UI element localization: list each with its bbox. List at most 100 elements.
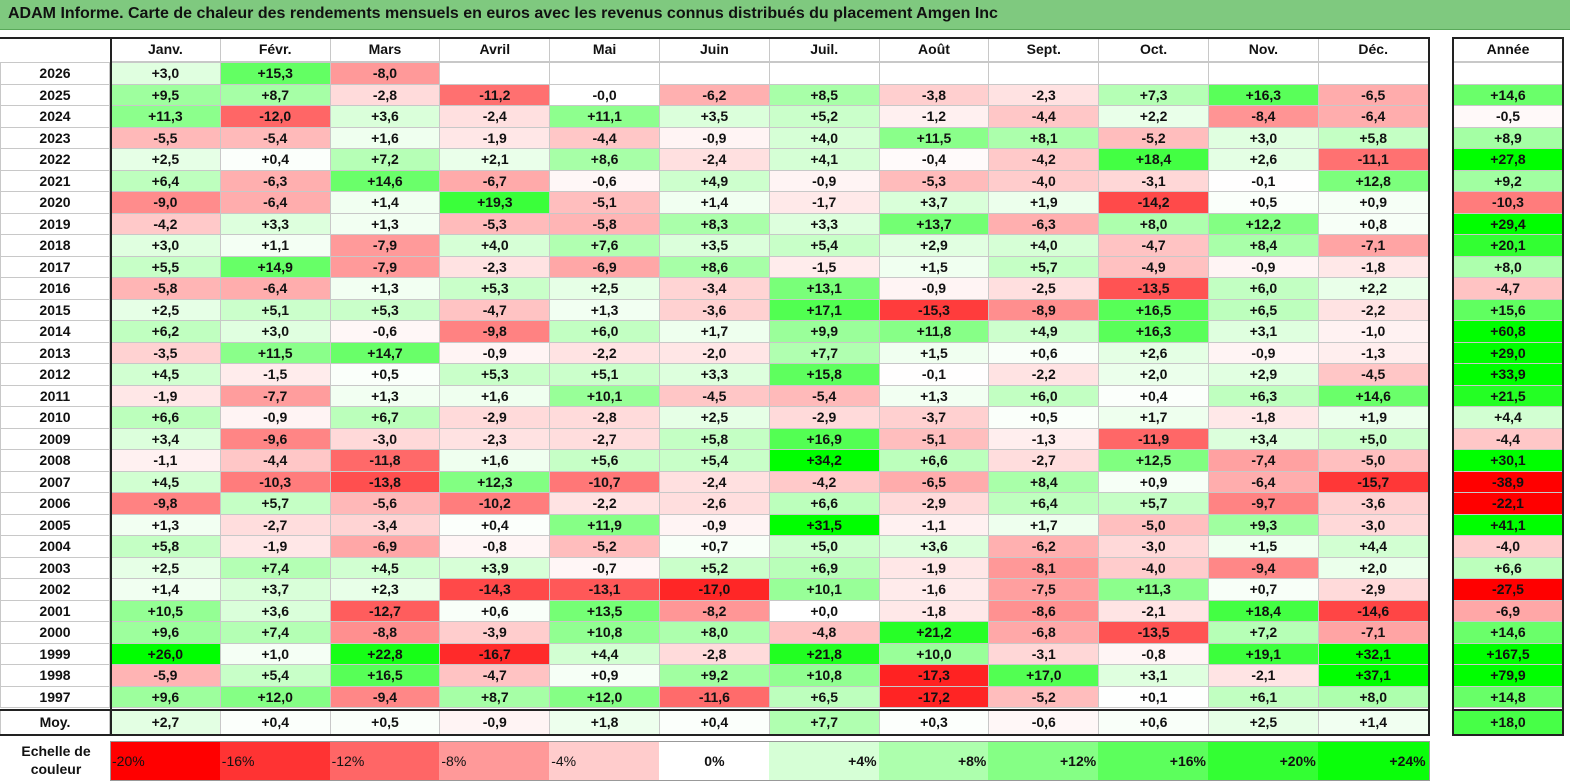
heatmap-cell: +0,5 bbox=[988, 406, 1100, 429]
heatmap-cell: -2,9 bbox=[439, 406, 551, 429]
heatmap-cell: +37,1 bbox=[1317, 664, 1429, 687]
heatmap-cell: -2,5 bbox=[988, 277, 1100, 300]
heatmap-cell: -5,6 bbox=[329, 492, 441, 515]
heatmap-cell: -2,4 bbox=[439, 105, 551, 128]
heatmap-cell: -2,4 bbox=[659, 470, 770, 493]
heatmap-cell: -2,2 bbox=[549, 492, 660, 515]
heatmap-cell: +6,0 bbox=[549, 320, 660, 343]
row-year-label: 2014 bbox=[0, 320, 110, 343]
heatmap-cell: +5,4 bbox=[219, 664, 331, 687]
heatmap-cell bbox=[1098, 62, 1209, 85]
heatmap-cell: +6,4 bbox=[988, 492, 1100, 515]
heatmap-cell: +0,9 bbox=[1098, 470, 1209, 493]
heatmap-cell: -7,1 bbox=[1317, 621, 1429, 644]
heatmap-cell: +5,2 bbox=[659, 556, 770, 579]
month-header: Juin bbox=[659, 37, 770, 62]
heatmap-cell bbox=[1208, 62, 1319, 85]
heatmap-cell: -0,9 bbox=[1208, 341, 1319, 364]
row-year-label: 2017 bbox=[0, 255, 110, 278]
average-cell: +7,7 bbox=[768, 709, 880, 735]
row-year-label: 2008 bbox=[0, 449, 110, 472]
heatmap-cell: -3,8 bbox=[878, 83, 990, 106]
heatmap-cell: +5,8 bbox=[1317, 126, 1429, 149]
month-header: Sept. bbox=[988, 37, 1100, 62]
heatmap-cell: -8,0 bbox=[329, 62, 441, 85]
heatmap-cell: -2,8 bbox=[329, 83, 441, 106]
row-year-label: 1998 bbox=[0, 664, 110, 687]
heatmap-cell: -1,0 bbox=[1317, 320, 1429, 343]
heatmap-cell: +9,6 bbox=[110, 621, 221, 644]
heatmap-cell: +0,1 bbox=[1098, 685, 1209, 708]
heatmap-cell: -5,2 bbox=[988, 685, 1100, 708]
heatmap-cell: +1,5 bbox=[878, 341, 990, 364]
heatmap-cell: -2,0 bbox=[659, 341, 770, 364]
heatmap-cell: -1,3 bbox=[988, 427, 1100, 450]
heatmap-cell: +0,7 bbox=[659, 535, 770, 558]
heatmap-cell: +1,4 bbox=[329, 191, 441, 214]
row-year-label: 2023 bbox=[0, 126, 110, 149]
heatmap-cell: +2,3 bbox=[329, 578, 441, 601]
heatmap-cell: -15,3 bbox=[878, 298, 990, 321]
heatmap-cell bbox=[988, 62, 1100, 85]
heatmap-cell: -2,3 bbox=[439, 427, 551, 450]
heatmap-cell: +5,0 bbox=[1317, 427, 1429, 450]
heatmap-cell: +8,4 bbox=[1208, 234, 1319, 257]
annual-cell: +79,9 bbox=[1452, 664, 1564, 687]
row-year-label: 2006 bbox=[0, 492, 110, 515]
heatmap-cell: -6,9 bbox=[549, 255, 660, 278]
heatmap-cell: -5,0 bbox=[1098, 513, 1209, 536]
heatmap-cell: -8,4 bbox=[1208, 105, 1319, 128]
heatmap-cell: +16,9 bbox=[768, 427, 880, 450]
heatmap-cell: -4,8 bbox=[768, 621, 880, 644]
heatmap-cell: -3,1 bbox=[988, 642, 1100, 665]
heatmap-cell: +9,5 bbox=[110, 83, 221, 106]
heatmap-cell: -5,4 bbox=[219, 126, 331, 149]
heatmap-cell: +16,5 bbox=[1098, 298, 1209, 321]
heatmap-cell: -13,8 bbox=[329, 470, 441, 493]
heatmap-cell: +8,0 bbox=[659, 621, 770, 644]
annual-cell: +4,4 bbox=[1452, 406, 1564, 429]
month-header: Oct. bbox=[1098, 37, 1209, 62]
heatmap-cell: +5,3 bbox=[439, 363, 551, 386]
row-year-label: 2000 bbox=[0, 621, 110, 644]
heatmap-cell: -3,6 bbox=[659, 298, 770, 321]
heatmap-cell: -2,2 bbox=[549, 341, 660, 364]
heatmap-cell: +3,3 bbox=[768, 212, 880, 235]
heatmap-cell: -2,2 bbox=[1317, 298, 1429, 321]
heatmap-cell: +8,3 bbox=[659, 212, 770, 235]
annual-cell: -38,9 bbox=[1452, 470, 1564, 493]
row-year-label: 2009 bbox=[0, 427, 110, 450]
row-year-label: 2002 bbox=[0, 578, 110, 601]
heatmap-cell: -5,0 bbox=[1317, 449, 1429, 472]
heatmap-cell: -6,4 bbox=[1317, 105, 1429, 128]
heatmap-cell: +3,7 bbox=[219, 578, 331, 601]
row-year-label: 2003 bbox=[0, 556, 110, 579]
heatmap-cell: -13,5 bbox=[1098, 621, 1209, 644]
heatmap-cell: -1,9 bbox=[110, 384, 221, 407]
heatmap-cell: -0,9 bbox=[1208, 255, 1319, 278]
heatmap-cell: +1,5 bbox=[1208, 535, 1319, 558]
heatmap-cell: +8,7 bbox=[439, 685, 551, 708]
heatmap-cell: +11,3 bbox=[110, 105, 221, 128]
heatmap-cell: -8,2 bbox=[659, 599, 770, 622]
heatmap-cell: -13,5 bbox=[1098, 277, 1209, 300]
heatmap-cell: -1,8 bbox=[1317, 255, 1429, 278]
row-year-label: 2004 bbox=[0, 535, 110, 558]
heatmap-cell: -17,0 bbox=[659, 578, 770, 601]
heatmap-cell: +1,3 bbox=[329, 277, 441, 300]
heatmap-cell: +1,4 bbox=[659, 191, 770, 214]
heatmap-cell: +2,1 bbox=[439, 148, 551, 171]
heatmap-cell: +7,2 bbox=[1208, 621, 1319, 644]
heatmap-cell: +3,1 bbox=[1098, 664, 1209, 687]
heatmap-cell: -2,2 bbox=[988, 363, 1100, 386]
heatmap-cell bbox=[768, 62, 880, 85]
heatmap-cell: +3,3 bbox=[219, 212, 331, 235]
heatmap-cell: -0,9 bbox=[659, 513, 770, 536]
heatmap-cell: -3,5 bbox=[110, 341, 221, 364]
heatmap-cell: -0,7 bbox=[549, 556, 660, 579]
heatmap-cell: +21,8 bbox=[768, 642, 880, 665]
heatmap-cell: -2,7 bbox=[219, 513, 331, 536]
heatmap-cell: +19,3 bbox=[439, 191, 551, 214]
heatmap-cell: +14,9 bbox=[219, 255, 331, 278]
heatmap-cell: -17,3 bbox=[878, 664, 990, 687]
